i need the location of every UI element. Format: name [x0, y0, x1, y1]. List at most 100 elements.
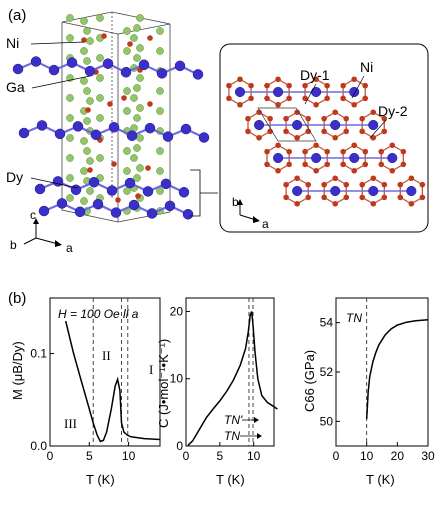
inset-ni-atom [332, 200, 339, 207]
ni-atom [85, 107, 91, 113]
inset-ni-atom [370, 175, 377, 182]
inset-ni-atom [370, 200, 377, 207]
ga-atom [66, 154, 74, 162]
data-curve [64, 320, 161, 443]
inset-dy1-label: Dy-1 [300, 67, 330, 83]
y-tick-label: 50 [320, 414, 334, 428]
ga-atom [86, 187, 94, 195]
dy-atom [198, 132, 210, 143]
dy-atom [138, 59, 150, 71]
ga-atom [96, 74, 104, 82]
dy-atom [142, 186, 154, 197]
inset-ni-atom [340, 82, 346, 89]
dy-atom [90, 129, 102, 141]
inset-ni-atom [302, 95, 308, 102]
inset-unit-cell [257, 107, 317, 142]
dy-atom [52, 176, 64, 187]
inset-ni-atom [267, 115, 273, 122]
chart-specific-heat: C (J•mol⁻¹•K⁻¹) T (K) TN' TN 0 5 10 0 10 20 [156, 297, 278, 487]
inset-ni-atom [237, 101, 243, 108]
ni-atom [121, 95, 127, 101]
inset-ni-atom [378, 161, 385, 168]
inset-dy-atom [311, 86, 322, 98]
ga-atom [156, 167, 164, 175]
ga-atoms [66, 14, 164, 215]
ga-atom [123, 87, 131, 95]
inset-ni-atom [419, 181, 426, 188]
inset-ni-atom [302, 82, 308, 89]
inset-ni-atom [400, 161, 407, 168]
dy-atom [18, 127, 30, 139]
dy-atom [178, 186, 190, 198]
inset-ni-atom [321, 115, 327, 122]
dy-atom [126, 130, 138, 141]
inset-ni-atom [370, 134, 377, 141]
inset-ni-atom [248, 95, 254, 102]
field-annotation: H = 100 Oe ll a [58, 307, 139, 321]
plot-frame-c [185, 297, 275, 447]
ga-atom [86, 37, 94, 45]
ni-atom [111, 161, 117, 167]
ga-atom [156, 87, 164, 95]
ga-atom [130, 94, 138, 102]
ga-atom [156, 107, 164, 115]
ni-atom [101, 33, 107, 39]
tn-arrowhead [257, 433, 262, 439]
ni-atom [147, 101, 153, 107]
ga-atom [123, 27, 131, 35]
inset-ni-atom [343, 194, 350, 201]
inset-ni-atom [343, 128, 350, 135]
dy-atom [54, 128, 66, 140]
dy-atom [30, 56, 42, 67]
tn-prime-arrowhead [254, 417, 259, 423]
inset-ni-atom [351, 142, 358, 149]
inset-ni-atom [351, 167, 358, 174]
inset-ni-atom [362, 82, 369, 89]
plot-frame-m [49, 297, 161, 447]
inset-ni-atom [324, 95, 330, 102]
m-plot-area: 0 5 10 0.0 0.1 [30, 298, 161, 463]
chart-magnetization: H = 100 Oe ll a M (μB/Dy) T (K) III II I… [10, 297, 161, 487]
inset-ni-atom [370, 109, 377, 116]
dy2-leader-line [369, 119, 387, 139]
dy-atom [110, 207, 122, 218]
dy-atom [56, 198, 68, 209]
inset-ni-atom [264, 82, 270, 89]
ga-atom [96, 54, 104, 62]
ni-leader-line [30, 41, 85, 45]
c66-plot-area: 0 10 20 30 50 52 54 [320, 298, 435, 463]
m-x-axis-label: T (K) [86, 472, 115, 487]
inset-ni-atom [321, 181, 327, 188]
dy-atom [108, 122, 120, 133]
inset-ni-atom [324, 161, 331, 168]
inset-ni-atom [359, 194, 366, 201]
ni-atom [145, 165, 151, 171]
inset-ni-atom [256, 134, 262, 141]
inset-dy-atom [273, 152, 284, 164]
dy-atom [174, 60, 186, 72]
axes-triad-left: c b a [10, 208, 73, 255]
dy-atom [182, 208, 194, 220]
x-tick-label: 10 [247, 449, 261, 463]
ga-atom [80, 17, 88, 25]
ga-atom [123, 147, 131, 155]
inset-b-label: b [232, 195, 239, 209]
b-axis-arrow [23, 237, 37, 245]
panel-b-label: (b) [8, 290, 26, 307]
ga-atom [83, 147, 91, 155]
inset-ni-atom [313, 142, 319, 149]
dy-atom [102, 58, 114, 69]
dy-atom [66, 57, 78, 68]
inset-ni-atom [359, 115, 365, 122]
inset-dy-atom [311, 152, 322, 164]
ni-atom [87, 167, 93, 173]
ga-atom [133, 174, 141, 182]
x-tick-label: 5 [217, 449, 224, 463]
ni-atom [127, 41, 133, 47]
c66-x-axis-label: T (K) [366, 472, 395, 487]
inset-ni-atom [321, 128, 327, 135]
inset-ni-label: Ni [360, 59, 373, 75]
inset-dy-atom [234, 86, 246, 98]
c-axis-arrowhead [33, 218, 39, 224]
ga-atom [123, 107, 131, 115]
